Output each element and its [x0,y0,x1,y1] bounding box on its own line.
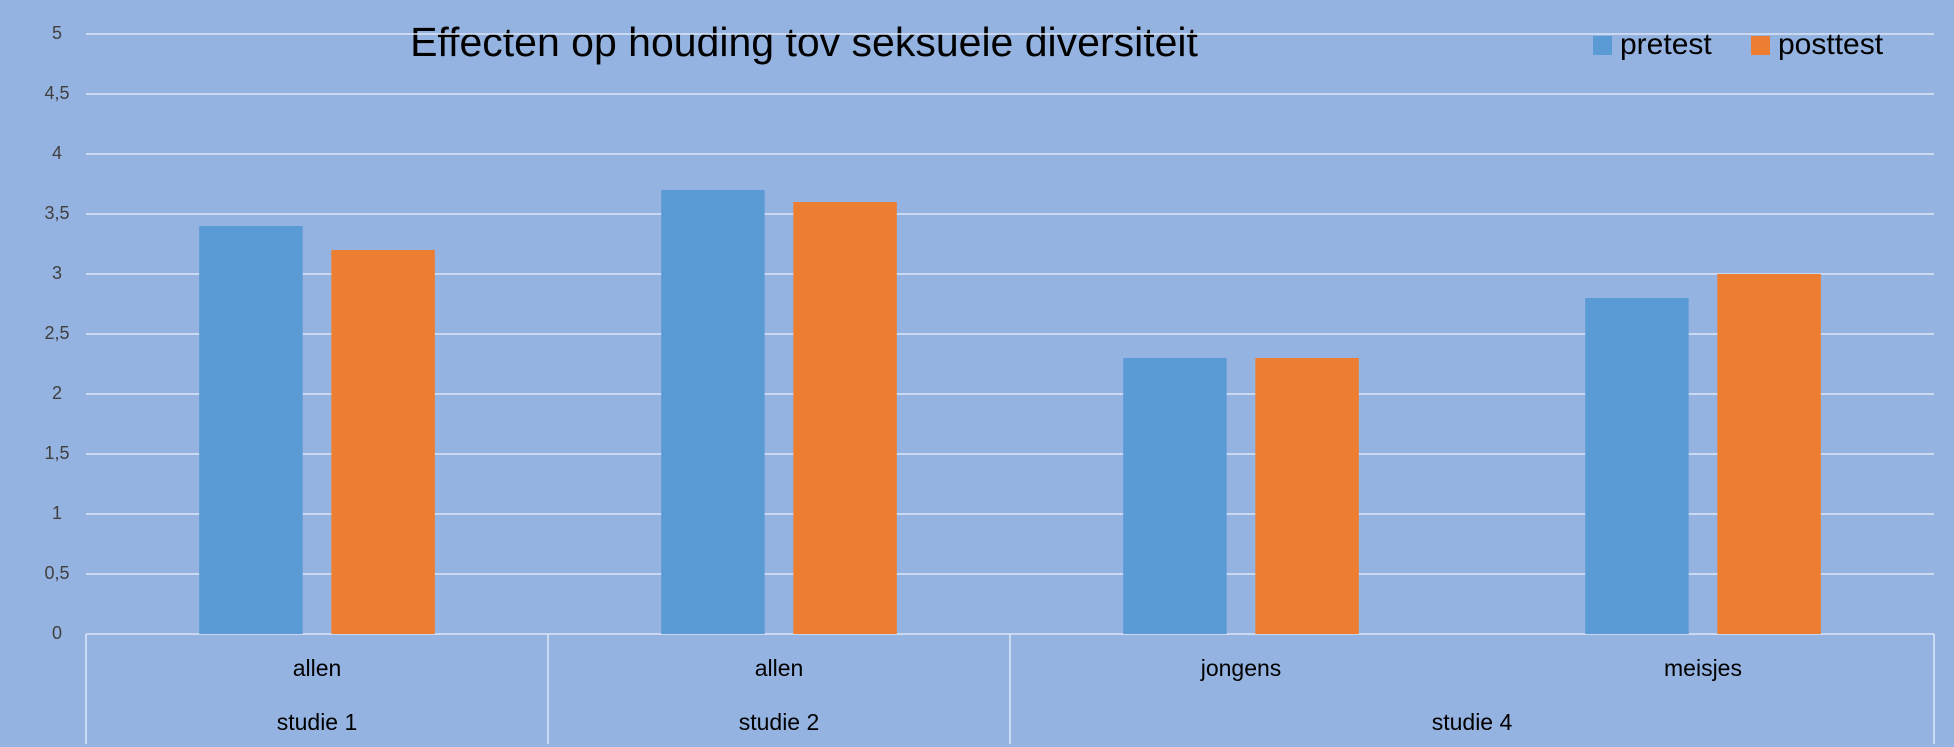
y-tick-label: 3,5 [44,203,69,223]
y-tick-label: 0 [52,623,62,643]
bar [661,190,765,634]
legend-label: pretest [1620,28,1712,61]
y-tick-label: 4,5 [44,83,69,103]
bar [1255,358,1359,634]
y-tick-label: 2,5 [44,323,69,343]
y-tick-label: 1,5 [44,443,69,463]
legend-label: posttest [1778,28,1884,61]
group-label: studie 1 [277,709,358,735]
bar [1717,274,1821,634]
legend-swatch [1751,36,1770,55]
bar [1123,358,1227,634]
chart-title: Effecten op houding tov seksuele diversi… [410,19,1198,65]
x-tick-label: jongens [1200,655,1282,681]
bar [1585,298,1689,634]
y-tick-label: 5 [52,23,62,43]
y-tick-label: 3 [52,263,62,283]
y-tick-label: 1 [52,503,62,523]
bar [199,226,303,634]
x-tick-label: allen [755,655,804,681]
bar [793,202,897,634]
group-label: studie 2 [739,709,820,735]
group-label: studie 4 [1432,709,1513,735]
x-tick-label: meisjes [1664,655,1742,681]
bar [331,250,435,634]
y-tick-label: 4 [52,143,62,163]
x-tick-label: allen [293,655,342,681]
y-tick-label: 2 [52,383,62,403]
legend-swatch [1593,36,1612,55]
y-tick-label: 0,5 [44,563,69,583]
